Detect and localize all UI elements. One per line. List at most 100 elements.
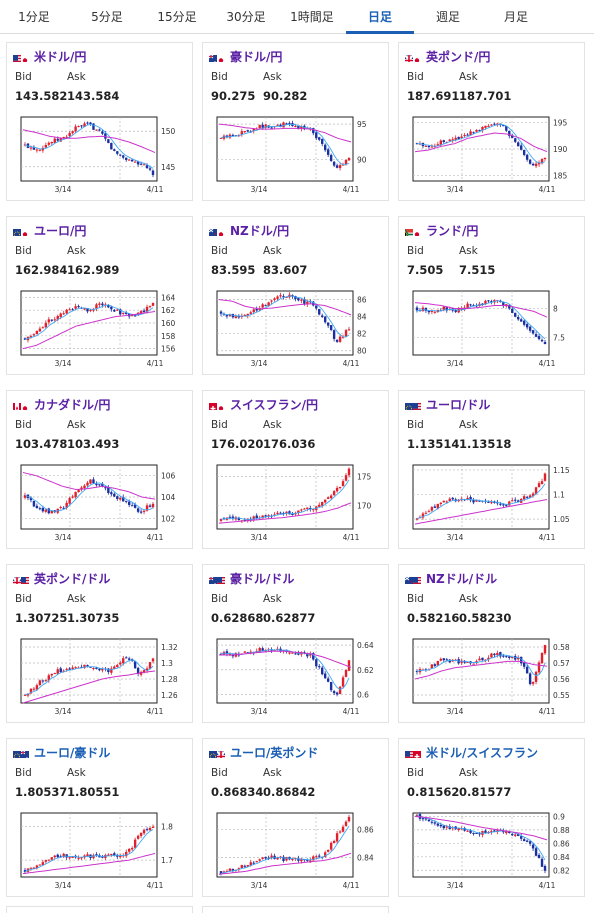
rate-card[interactable]: 豪ドル/円 Bid Ask 90.275 90.282 95 90 3/14 4/11: [202, 42, 389, 201]
card-title[interactable]: 米ドル/スイスフラン: [405, 745, 539, 760]
candle-body: [237, 868, 241, 870]
candle-body: [246, 313, 249, 316]
card-title[interactable]: 英ポンド/円: [405, 49, 491, 64]
rate-card[interactable]: 米ドル/円 Bid Ask 143.582 143.584 150 145 3/14 4/11: [6, 42, 193, 201]
candle-body: [219, 137, 223, 139]
candle-body: [341, 481, 345, 487]
rate-card[interactable]: ユーロ/英ポンド Bid Ask 0.86834 0.86842 0.86 0.84 3/14…: [202, 738, 389, 897]
rate-card[interactable]: 英ポンド/ドル Bid Ask 1.30725 1.30735 1.32 1.3 1.28 1.…: [6, 564, 193, 723]
card-title[interactable]: ユーロ/円: [13, 223, 87, 238]
candle-body: [77, 125, 80, 127]
candle-body: [499, 503, 502, 505]
currency-pair-link[interactable]: NZドル/円: [230, 223, 290, 238]
y-tick-label: 0.84: [357, 854, 374, 863]
candle-body: [534, 487, 538, 494]
candle-body: [472, 305, 475, 307]
candle-body: [430, 664, 434, 669]
candle-body: [543, 473, 547, 481]
candle-body: [525, 154, 529, 160]
rate-card[interactable]: NZドル/円 Bid Ask 83.595 83.607 86 84 82 80 3/14 4/11: [202, 216, 389, 375]
card-title[interactable]: NZドル/円: [209, 223, 290, 238]
currency-pair-link[interactable]: ユーロ/英ポンド: [230, 745, 319, 760]
x-tick-label: 4/11: [147, 185, 164, 194]
candle-body: [472, 832, 475, 834]
currency-pair-link[interactable]: スイスフラン/円: [230, 397, 319, 412]
candle-body: [89, 122, 92, 124]
card-title[interactable]: 米ドル/円: [13, 49, 87, 64]
candle-body: [484, 830, 487, 834]
candle-body: [341, 826, 345, 832]
tab-15min[interactable]: 15分足: [157, 10, 197, 24]
tab-weekly[interactable]: 週足: [435, 10, 460, 24]
currency-pair-link[interactable]: 英ポンド/円: [426, 49, 491, 64]
currency-pair-link[interactable]: 米ドル/円: [34, 49, 87, 64]
tab-daily[interactable]: 日足: [367, 10, 392, 24]
candle-body: [32, 688, 36, 690]
candle-body: [484, 300, 487, 305]
rate-card[interactable]: ユーロ/円 Bid Ask 162.984 162.989 164 162 160 158 156…: [6, 216, 193, 375]
candle-body: [433, 664, 437, 666]
currency-pair-link[interactable]: ユーロ/豪ドル: [34, 745, 111, 760]
candle-body: [519, 145, 523, 150]
rate-card[interactable]: NZドル/ドル Bid Ask 0.58216 0.58230 0.58 0.57 0.56 0…: [398, 564, 585, 723]
card-title[interactable]: ランド/円: [405, 223, 479, 238]
currency-flag-icon: [13, 747, 29, 758]
rate-card[interactable]: 豪ドル/ドル Bid Ask 0.62868 0.62877 0.64 0.62 0.6 3/1…: [202, 564, 389, 723]
currency-flag-icon: [209, 51, 225, 62]
card-title[interactable]: ユーロ/英ポンド: [209, 745, 319, 760]
plot-frame: [412, 812, 550, 878]
rate-card[interactable]: ユーロ/ドル Bid Ask 1.13514 1.13518 1.15 1.1 1.05 3/1…: [398, 390, 585, 549]
candle-body: [439, 825, 443, 827]
candle-body: [531, 330, 535, 334]
candle-body: [341, 336, 345, 338]
candle-body: [312, 856, 315, 861]
x-tick-label: 4/11: [343, 359, 360, 368]
tab-1min[interactable]: 1分足: [18, 10, 50, 24]
card-title[interactable]: スイスフラン/円: [209, 397, 319, 412]
rate-card[interactable]: ユーロ/豪ドル Bid Ask 1.80537 1.80551 1.8 1.7 3/14 4/1…: [6, 738, 193, 897]
rate-card[interactable]: 英ポンド/円 Bid Ask 187.691 187.701 195 190 185 3/14 4…: [398, 42, 585, 201]
candle-body: [107, 487, 110, 494]
tab-monthly[interactable]: 月足: [503, 10, 528, 24]
rate-card[interactable]: カナダドル/円 Bid Ask 103.478 103.493 106 104 102 3/14…: [6, 390, 193, 549]
currency-pair-link[interactable]: 米ドル/スイスフラン: [426, 745, 539, 760]
candle-body: [107, 668, 110, 672]
card-title[interactable]: ユーロ/豪ドル: [13, 745, 111, 760]
candle-body: [490, 124, 493, 126]
rate-card[interactable]: ランド/円 Bid Ask 7.505 7.515 8 7.5 3/14 4/11: [398, 216, 585, 375]
candle-body: [273, 650, 276, 652]
card-title[interactable]: 豪ドル/円: [209, 49, 283, 64]
candle-body: [285, 857, 288, 861]
currency-pair-link[interactable]: NZドル/ドル: [426, 571, 498, 586]
candle-body: [261, 648, 264, 651]
currency-pair-link[interactable]: 豪ドル/円: [230, 49, 283, 64]
currency-pair-link[interactable]: ユーロ/ドル: [426, 397, 491, 412]
rate-card[interactable]: 米ドル/スイスフラン Bid Ask 0.81562 0.81577 0.9 0.88 0.8…: [398, 738, 585, 897]
rate-card[interactable]: スイスフラン/円 Bid Ask 176.020 176.036 175 170 3/14 4/…: [202, 390, 389, 549]
tab-5min[interactable]: 5分足: [91, 10, 123, 24]
candle-body: [50, 319, 53, 321]
card-title[interactable]: ユーロ/ドル: [405, 397, 491, 412]
candle-body: [323, 499, 327, 503]
currency-pair-link[interactable]: 英ポンド/ドル: [34, 571, 111, 586]
candle-body: [77, 857, 80, 859]
card-title[interactable]: 豪ドル/ドル: [209, 571, 295, 586]
ask-label: Ask: [67, 71, 86, 83]
candle-body: [439, 502, 443, 504]
card-title[interactable]: 英ポンド/ドル: [13, 571, 111, 586]
candle-body: [148, 306, 152, 308]
currency-pair-link[interactable]: カナダドル/円: [34, 397, 111, 412]
currency-pair-link[interactable]: ユーロ/円: [34, 223, 87, 238]
candle-body: [139, 511, 143, 513]
currency-pair-link[interactable]: ランド/円: [426, 223, 479, 238]
candle-body: [133, 839, 137, 848]
tab-30min[interactable]: 30分足: [226, 10, 266, 24]
candle-body: [47, 508, 51, 514]
card-title[interactable]: NZドル/ドル: [405, 571, 498, 586]
y-tick-label: 145: [161, 163, 176, 172]
candle-body: [261, 515, 264, 519]
candle-body: [537, 336, 541, 340]
card-title[interactable]: カナダドル/円: [13, 397, 111, 412]
tab-1hour[interactable]: 1時間足: [290, 10, 334, 24]
currency-pair-link[interactable]: 豪ドル/ドル: [230, 571, 295, 586]
